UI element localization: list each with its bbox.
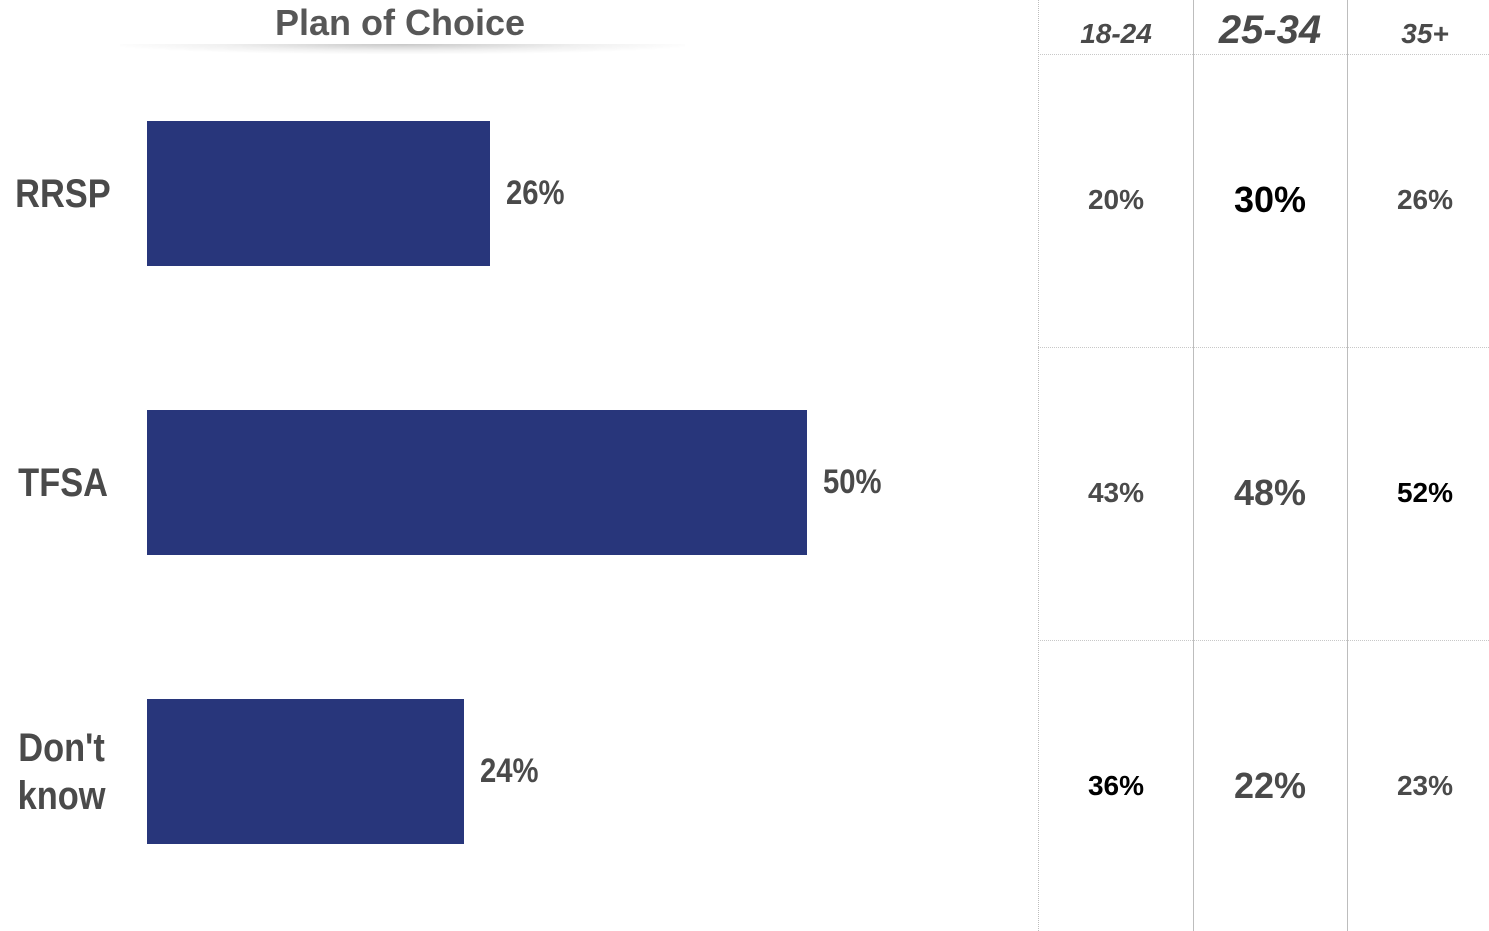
table-cell: 36% — [1087, 770, 1145, 802]
table-cell: 43% — [1087, 477, 1145, 509]
chart-title: Plan of Choice — [274, 2, 526, 43]
table-divider-1 — [1193, 0, 1194, 931]
table-divider-left — [1038, 0, 1039, 931]
bar-value-label-rrsp: 26% — [506, 173, 565, 212]
column-header-18-24: 18-24 — [1080, 18, 1152, 49]
table-cell: 52% — [1396, 477, 1454, 509]
column-header-35: 35+ — [1401, 18, 1449, 49]
table-cell: 26% — [1396, 184, 1454, 216]
table-row-divider-1 — [1038, 347, 1489, 348]
column-header-25-34: 25-34 — [1218, 8, 1322, 52]
table-cell: 48% — [1233, 472, 1307, 514]
category-label-don-t-know: Don't know — [17, 725, 106, 818]
bar-rrsp — [147, 121, 491, 266]
bar-tfsa — [147, 410, 807, 555]
table-cell: 22% — [1233, 765, 1307, 807]
table-divider-2 — [1347, 0, 1348, 931]
table-row-divider-2 — [1038, 640, 1489, 641]
category-label-rrsp: RRSP — [15, 171, 111, 216]
bar-value-label-don-t-know: 24% — [479, 751, 539, 790]
table-cell: 23% — [1396, 770, 1454, 802]
table-cell: 20% — [1087, 184, 1145, 216]
bar-don-t-know — [147, 699, 464, 844]
category-label-tfsa: TFSA — [18, 460, 108, 505]
table-cell: 30% — [1233, 179, 1307, 221]
title-underline-shadow — [120, 44, 685, 54]
bar-value-label-tfsa: 50% — [823, 462, 882, 501]
table-header-rule — [1038, 54, 1489, 55]
